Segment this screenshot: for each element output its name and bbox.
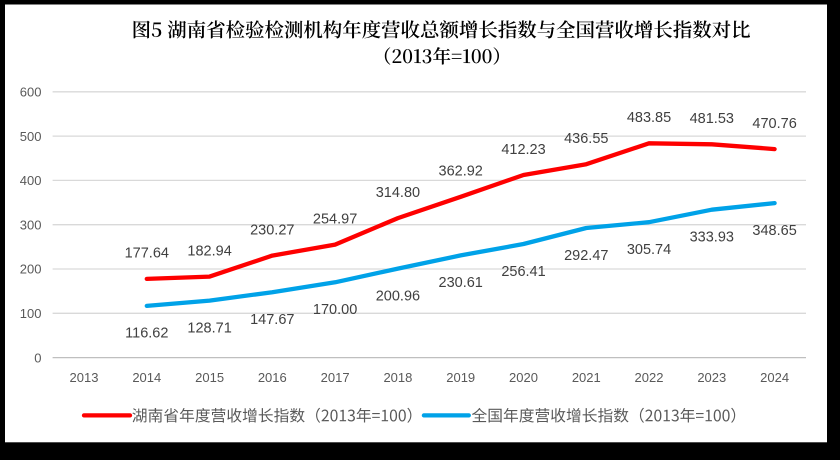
svg-text:333.93: 333.93	[690, 230, 734, 246]
svg-text:305.74: 305.74	[627, 242, 671, 258]
svg-text:314.80: 314.80	[376, 185, 420, 201]
svg-text:2019: 2019	[446, 370, 475, 385]
svg-text:600: 600	[20, 85, 42, 100]
svg-text:2013: 2013	[70, 370, 99, 385]
svg-text:254.97: 254.97	[313, 211, 357, 227]
svg-text:0: 0	[34, 350, 41, 365]
svg-text:128.71: 128.71	[187, 320, 231, 336]
svg-text:177.64: 177.64	[125, 246, 169, 262]
svg-text:436.55: 436.55	[564, 131, 608, 147]
svg-text:230.61: 230.61	[439, 275, 483, 291]
svg-text:292.47: 292.47	[564, 248, 608, 264]
svg-text:2020: 2020	[509, 370, 538, 385]
svg-text:470.76: 470.76	[752, 116, 796, 132]
svg-text:481.53: 481.53	[690, 111, 734, 127]
svg-text:500: 500	[20, 129, 42, 144]
svg-text:362.92: 362.92	[439, 164, 483, 180]
svg-text:2016: 2016	[258, 370, 287, 385]
svg-text:2015: 2015	[195, 370, 224, 385]
svg-text:182.94: 182.94	[187, 243, 231, 259]
svg-text:230.27: 230.27	[250, 222, 294, 238]
svg-text:170.00: 170.00	[313, 302, 357, 318]
svg-text:2023: 2023	[697, 370, 726, 385]
svg-text:200: 200	[20, 262, 42, 277]
svg-text:2024: 2024	[760, 370, 789, 385]
svg-text:2017: 2017	[321, 370, 350, 385]
svg-text:100: 100	[20, 306, 42, 321]
svg-text:116.62: 116.62	[125, 326, 168, 342]
svg-text:2021: 2021	[572, 370, 601, 385]
svg-text:147.67: 147.67	[250, 312, 294, 328]
svg-text:2018: 2018	[383, 370, 412, 385]
svg-text:256.41: 256.41	[501, 264, 545, 280]
svg-text:348.65: 348.65	[752, 223, 796, 239]
svg-text:483.85: 483.85	[627, 110, 671, 126]
svg-text:2014: 2014	[132, 370, 161, 385]
svg-text:200.96: 200.96	[376, 288, 420, 304]
svg-text:2022: 2022	[635, 370, 664, 385]
svg-text:400: 400	[20, 173, 42, 188]
svg-text:412.23: 412.23	[501, 142, 545, 158]
svg-text:300: 300	[20, 217, 42, 232]
